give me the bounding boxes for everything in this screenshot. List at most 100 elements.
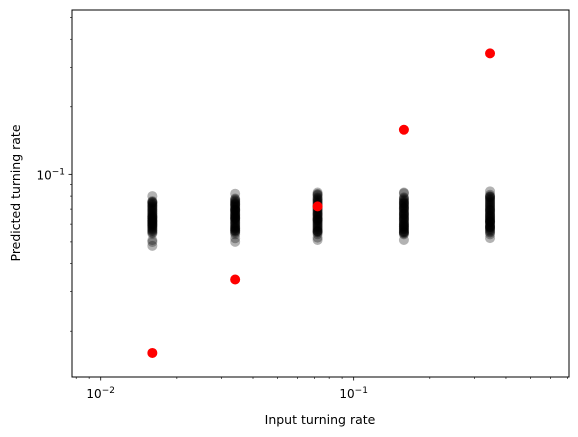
predicted-point <box>398 223 409 234</box>
predicted-point <box>230 200 241 211</box>
predicted-point <box>230 209 241 220</box>
predicted-point <box>398 204 409 215</box>
plot-frame <box>71 9 570 378</box>
predicted-point <box>230 218 241 229</box>
x-axis-ticks: 10−2 10−1 <box>75 377 568 401</box>
predicted-point <box>147 200 158 211</box>
predicted-point <box>312 226 323 237</box>
predicted-point <box>312 194 323 205</box>
predicted-point <box>230 223 241 234</box>
predicted-point <box>230 227 241 238</box>
predicted-point <box>147 209 158 220</box>
predicted-point <box>485 206 496 217</box>
predicted-point <box>147 203 158 214</box>
predicted-point <box>312 223 323 234</box>
predicted-point <box>398 193 409 204</box>
predicted-point <box>230 199 241 210</box>
predicted-point <box>485 215 496 226</box>
predicted-point <box>398 206 409 217</box>
predicted-point <box>485 211 496 222</box>
predicted-point <box>398 226 409 237</box>
x-tick-label: 10−2 <box>86 386 115 401</box>
predicted-point <box>398 198 409 209</box>
predicted-point <box>485 217 496 228</box>
true-point <box>398 124 409 135</box>
predicted-point <box>147 223 158 234</box>
predicted-point <box>312 210 323 221</box>
predicted-point <box>312 215 323 226</box>
predicted-point <box>230 209 241 220</box>
predicted-point <box>147 207 158 218</box>
predicted-point <box>147 214 158 225</box>
predicted-point <box>312 216 323 227</box>
true-point <box>230 274 241 285</box>
predicted-point <box>230 233 241 244</box>
predicted-point <box>485 194 496 205</box>
predicted-point <box>398 218 409 229</box>
predicted-point <box>147 208 158 219</box>
true-point <box>147 347 158 358</box>
predicted-point <box>485 223 496 234</box>
predicted-point <box>485 186 496 197</box>
predicted-point <box>485 225 496 236</box>
predicted-point <box>230 206 241 217</box>
predicted-point <box>147 211 158 222</box>
predicted-point <box>485 222 496 233</box>
predicted-point <box>230 215 241 226</box>
predicted-point <box>485 221 496 232</box>
predicted-point <box>147 199 158 210</box>
predicted-point <box>485 212 496 223</box>
predicted-point <box>485 204 496 215</box>
predicted-point <box>230 229 241 240</box>
predicted-point <box>398 217 409 228</box>
predicted-point <box>485 203 496 214</box>
predicted-point <box>398 213 409 224</box>
predicted-point <box>230 197 241 208</box>
predicted-point <box>398 217 409 228</box>
predicted-point <box>485 200 496 211</box>
predicted-point <box>230 217 241 228</box>
predicted-point <box>230 204 241 215</box>
predicted-point <box>312 234 323 245</box>
predicted-point <box>312 223 323 234</box>
y-axis-label: Predicted turning rate <box>8 124 23 261</box>
predicted-point <box>312 225 323 236</box>
predicted-point <box>485 219 496 230</box>
predicted-point <box>230 220 241 231</box>
predicted-point <box>230 225 241 236</box>
predicted-point <box>147 221 158 232</box>
predicted-point <box>398 194 409 205</box>
predicted-point <box>147 205 158 216</box>
predicted-point <box>398 202 409 213</box>
predicted-point <box>398 197 409 208</box>
predicted-point <box>485 227 496 238</box>
predicted-point <box>485 221 496 232</box>
predicted-point <box>485 209 496 220</box>
predicted-point <box>147 198 158 209</box>
predicted-point <box>230 219 241 230</box>
predicted-point <box>230 225 241 236</box>
predicted-point <box>147 220 158 231</box>
predicted-point <box>398 234 409 245</box>
predicted-point <box>485 208 496 219</box>
predicted-point <box>147 212 158 223</box>
predicted-point <box>398 219 409 230</box>
predicted-point <box>230 196 241 207</box>
predicted-point <box>147 191 158 202</box>
predicted-point <box>398 224 409 235</box>
predicted-point <box>398 203 409 214</box>
predicted-point <box>230 188 241 199</box>
predicted-point <box>485 196 496 207</box>
predicted-point <box>230 210 241 221</box>
predicted-point <box>398 222 409 233</box>
predicted-point <box>312 229 323 240</box>
predicted-point <box>312 189 323 200</box>
predicted-point <box>230 201 241 212</box>
predicted-point <box>147 213 158 224</box>
predicted-point <box>398 225 409 236</box>
predicted-point <box>398 221 409 232</box>
predicted-point <box>398 213 409 224</box>
predicted-point <box>147 227 158 238</box>
predicted-point <box>230 211 241 222</box>
plot-area <box>72 10 569 377</box>
